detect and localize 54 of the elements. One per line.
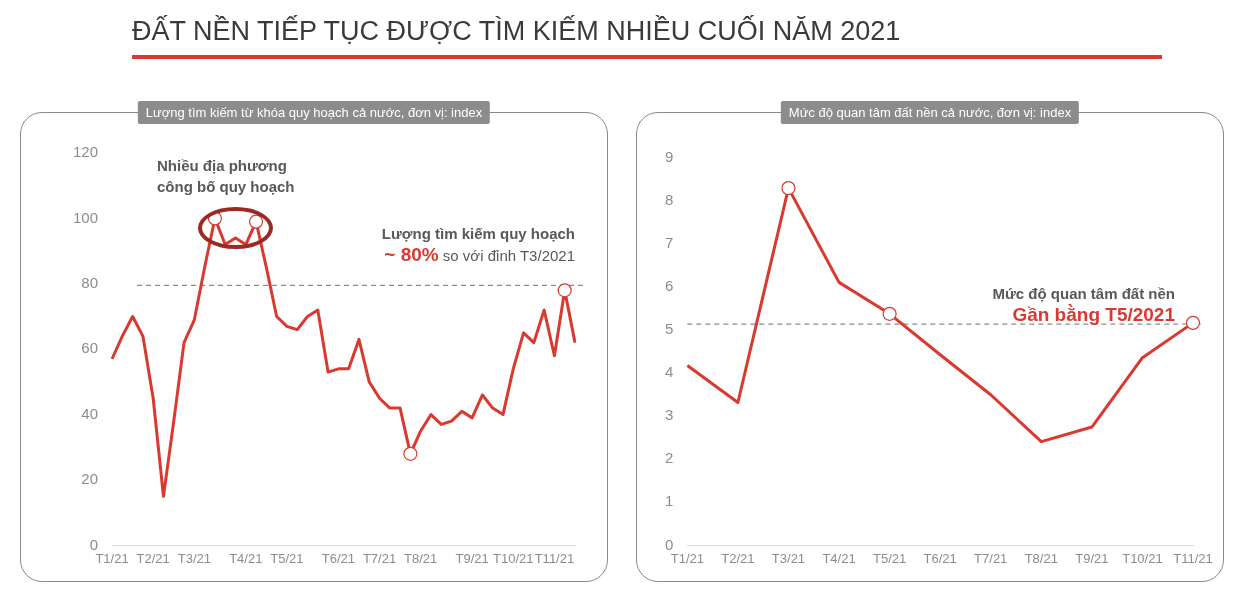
x-tick-label: T10/21 bbox=[493, 550, 534, 566]
chart-subtitle: Mức độ quan tâm đất nền cả nước, đơn vị: index bbox=[780, 101, 1080, 124]
x-tick-label: T6/21 bbox=[321, 550, 355, 566]
y-tick-label: 9 bbox=[665, 148, 674, 166]
x-tick-label: T3/21 bbox=[771, 550, 806, 566]
point bbox=[248, 214, 264, 229]
x-tick-label: T4/21 bbox=[229, 550, 263, 566]
point bbox=[882, 306, 897, 321]
x-tick-label: T6/21 bbox=[923, 550, 957, 566]
x-tick-label: T5/21 bbox=[872, 550, 907, 566]
x-tick-label: T1/21 bbox=[95, 550, 129, 566]
chart-subtitle: Lượng tìm kiếm từ khóa quy hoạch cả nước, đơn vị: index bbox=[137, 101, 491, 124]
x-tick-label: T3/21 bbox=[177, 550, 211, 566]
y-tick-label: 2 bbox=[665, 449, 674, 467]
y-tick-label: 4 bbox=[665, 363, 674, 381]
point bbox=[557, 283, 572, 298]
x-tick-label: T7/21 bbox=[362, 550, 397, 566]
x-tick-label: T2/21 bbox=[136, 550, 170, 566]
y-tick-label: 60 bbox=[81, 339, 99, 357]
annotation: Mức độ quan tâm đất nền bbox=[992, 285, 1175, 302]
y-tick-label: 6 bbox=[665, 277, 674, 295]
chart-title: ĐẤT NỀN TIẾP TỤC ĐƯỢC TÌM KIẾM NHIỀU CUỐI NĂM 2021 bbox=[132, 16, 901, 47]
annotation: so với đỉnh T3/2021 bbox=[441, 247, 575, 264]
y-tick-label: 5 bbox=[665, 320, 674, 338]
x-tick-label: T7/21 bbox=[974, 550, 1008, 566]
y-tick-label: 0 bbox=[665, 535, 674, 553]
y-tick-label: 40 bbox=[81, 404, 99, 422]
x-tick-label: T9/21 bbox=[1075, 550, 1109, 566]
x-tick-label: T10/21 bbox=[1122, 550, 1163, 566]
y-tick-label: 100 bbox=[73, 208, 99, 226]
y-tick-label: 3 bbox=[665, 406, 674, 424]
x-tick-label: T4/21 bbox=[822, 550, 856, 566]
x-tick-label: T11/21 bbox=[1173, 550, 1213, 566]
point bbox=[781, 181, 796, 196]
x-tick-label: T8/21 bbox=[1024, 550, 1058, 566]
point bbox=[1185, 315, 1201, 330]
x-tick-label: T5/21 bbox=[270, 550, 304, 566]
x-tick-label: T9/21 bbox=[455, 550, 489, 566]
y-tick-label: 120 bbox=[73, 143, 99, 161]
y-tick-label: 20 bbox=[81, 470, 99, 488]
x-tick-label: T8/21 bbox=[404, 550, 438, 566]
annotation: Gần bằng T5/2021 bbox=[1012, 304, 1175, 325]
y-tick-label: 0 bbox=[89, 535, 99, 553]
y-tick-label: 8 bbox=[665, 191, 674, 209]
annotation: Lượng tìm kiếm quy hoạch bbox=[381, 225, 575, 242]
y-tick-label: 1 bbox=[665, 492, 674, 510]
x-tick-label: T11/21 bbox=[534, 550, 575, 566]
y-tick-label: 80 bbox=[81, 273, 99, 291]
x-tick-label: T1/21 bbox=[670, 550, 704, 566]
x-tick-label: T2/21 bbox=[721, 550, 755, 566]
annotation: Nhiều địa phương công bố quy hoạch bbox=[157, 157, 295, 195]
annotation: ~ 80% bbox=[384, 244, 439, 265]
point bbox=[403, 446, 418, 461]
y-tick-label: 7 bbox=[665, 234, 674, 252]
